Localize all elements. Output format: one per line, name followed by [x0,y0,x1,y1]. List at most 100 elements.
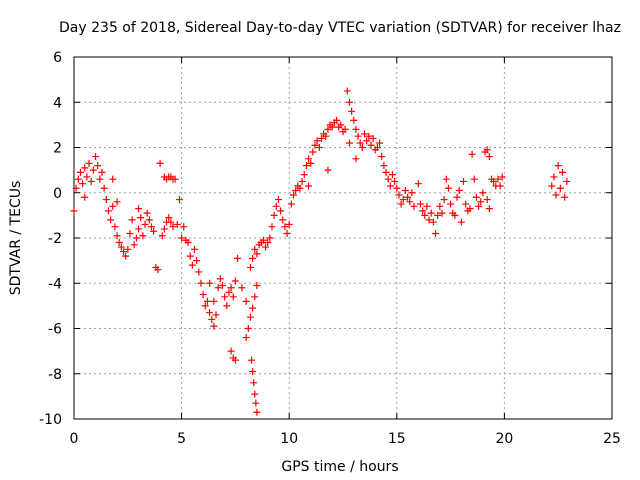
data-point [143,209,151,217]
data-point [556,184,564,192]
data-point [388,171,396,179]
data-point [135,205,143,213]
data-point [468,150,476,158]
data-point [322,132,330,140]
data-point [343,87,351,95]
data-point [391,177,399,185]
data-point [231,356,239,364]
data-point [274,196,282,204]
data-point [466,205,474,213]
data-point [264,239,272,247]
data-point [290,191,298,199]
data-point [414,180,422,188]
data-point [434,211,442,219]
data-point [234,254,242,262]
x-tick-label: 20 [495,431,513,447]
data-point [352,155,360,163]
data-point [348,107,356,115]
data-point [345,139,353,147]
data-point [373,144,381,151]
data-point [94,162,102,170]
data-point [455,186,463,194]
data-point [399,196,407,204]
data-point [253,250,261,258]
data-point [309,148,317,156]
data-point [382,168,390,176]
data-point [408,189,416,197]
data-point [214,284,222,292]
data-point [369,134,377,142]
data-point [404,193,412,201]
data-point [436,202,444,210]
data-point [109,175,117,183]
data-point [195,268,203,276]
data-point [223,302,231,310]
data-point [279,216,287,224]
data-point [259,236,267,244]
data-point [147,223,155,231]
data-point [444,184,452,192]
data-point [300,171,308,179]
data-point [315,144,323,151]
data-point [462,200,470,208]
data-point [203,297,211,305]
data-point [281,223,289,231]
data-point [376,139,384,147]
y-tick-label: 4 [53,95,62,111]
data-point [250,379,258,387]
y-tick-label: -8 [48,367,62,383]
data-point [251,245,259,253]
data-point [262,243,270,251]
data-point [100,184,108,192]
data-point [272,202,280,210]
data-point [184,239,192,247]
data-point [150,227,158,235]
data-point [425,216,433,224]
chart-title: Day 235 of 2018, Sidereal Day-to-day VTE… [59,20,621,36]
data-point [122,252,130,260]
data-point [124,245,132,253]
data-point [345,98,353,106]
y-tick-label: 6 [53,50,62,66]
data-point [285,220,293,228]
data-point [333,116,341,124]
data-point [386,182,394,190]
y-axis-label: SDTVAR / TECUs [8,181,24,296]
data-point [485,205,493,213]
data-point [107,216,115,224]
data-point [406,198,414,206]
data-point [447,200,455,208]
data-point [548,182,556,190]
data-point [126,229,134,237]
points-layer [70,87,571,416]
data-point [421,211,429,219]
data-point [248,356,256,364]
y-tick-label: -4 [48,276,62,292]
data-point [477,198,485,206]
data-point [193,257,201,265]
data-point [167,218,175,226]
data-point [427,209,435,217]
data-point [115,239,123,247]
data-point [472,193,480,201]
data-point [277,207,285,215]
x-tick-label: 25 [603,431,621,447]
data-point [85,159,93,167]
data-point [311,141,319,149]
data-point [496,182,504,190]
data-point [401,186,409,194]
data-point [206,309,214,317]
data-point [328,123,336,131]
y-tick-label: -6 [48,322,62,338]
data-point [479,189,487,197]
data-point [416,200,424,208]
data-point [135,225,143,233]
data-point [102,196,110,204]
data-point [419,207,427,215]
data-point [292,186,300,194]
data-point [563,177,571,185]
data-point [397,200,405,208]
data-point [302,162,310,170]
data-point [70,207,78,215]
data-point [210,297,218,305]
